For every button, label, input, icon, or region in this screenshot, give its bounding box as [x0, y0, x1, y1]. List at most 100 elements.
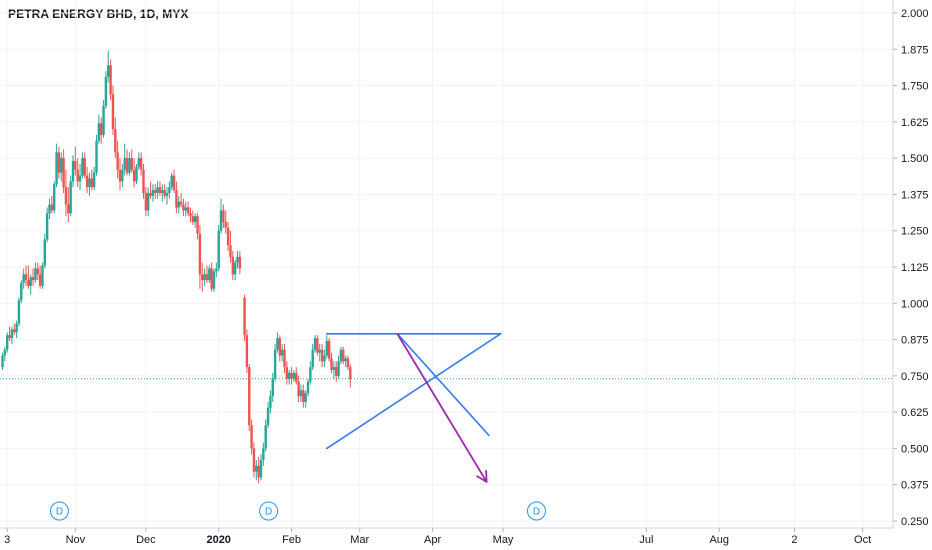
candle-14	[34, 262, 37, 283]
candle-57	[135, 163, 138, 185]
dividend-marker-label-2: D	[533, 507, 540, 518]
x-tick-label-3: 2020	[206, 534, 230, 546]
candle-2	[6, 332, 9, 353]
candle-77	[182, 198, 185, 217]
candle-70	[165, 187, 169, 205]
candle-137	[325, 335, 328, 359]
time-axis[interactable]: 3 Nov Dec 2020 Feb Mar Apr May Jul Aug 2 Oct	[4, 528, 871, 546]
candle-66	[156, 181, 159, 199]
candle-129	[306, 378, 310, 397]
candle-141	[335, 361, 338, 382]
candle-31	[74, 146, 77, 176]
candle-136	[323, 349, 326, 368]
candle-120	[285, 361, 289, 385]
x-tick-label-7: May	[493, 534, 514, 546]
candle-13	[31, 268, 35, 286]
price-axis[interactable]: 2.000 1.875 1.750 1.625 1.500 1.375 1.250 1.125…	[893, 8, 929, 528]
candle-99	[233, 259, 237, 281]
candle-73	[172, 169, 176, 193]
x-tick-label-0: 3	[4, 534, 10, 546]
candle-52	[123, 143, 126, 176]
dividend-marker-label-1: D	[265, 507, 272, 518]
dividend-marker-1: D	[259, 501, 279, 521]
candle-147	[349, 364, 352, 388]
candle-24	[57, 146, 61, 179]
x-tick-label-9: Aug	[709, 534, 729, 546]
candle-50	[118, 158, 122, 191]
candle-69	[163, 184, 166, 199]
candle-109	[259, 454, 263, 481]
candle-49	[116, 140, 119, 179]
candle-51	[121, 163, 124, 188]
candle-25	[60, 152, 63, 182]
candle-117	[278, 335, 281, 362]
candle-30	[71, 155, 75, 188]
candle-92	[217, 224, 220, 272]
candle-139	[330, 352, 333, 373]
dividend-marker-2: D	[527, 501, 546, 521]
candles	[1, 50, 352, 484]
candle-17	[41, 262, 44, 289]
candle-80	[189, 207, 192, 223]
candle-82	[194, 213, 197, 228]
candle-0	[1, 352, 4, 371]
candle-9	[22, 268, 25, 289]
candle-26	[62, 149, 65, 193]
x-tick-label-4: Feb	[282, 534, 301, 546]
candle-75	[177, 195, 180, 214]
candle-135	[320, 343, 324, 368]
candle-78	[184, 201, 187, 217]
candle-56	[132, 158, 136, 188]
candle-134	[318, 343, 321, 362]
y-tick-label-3: 1.625	[901, 117, 929, 129]
candle-100	[236, 251, 239, 269]
candle-116	[276, 332, 279, 353]
candle-76	[179, 192, 183, 208]
candle-28	[67, 187, 70, 223]
candle-146	[346, 355, 350, 371]
candle-105	[250, 419, 253, 455]
dividend-marker-0: D	[49, 501, 69, 521]
candle-124	[295, 367, 298, 385]
candle-53	[125, 149, 129, 176]
candle-91	[215, 262, 218, 278]
candle-18	[43, 233, 46, 269]
candle-144	[342, 346, 345, 365]
y-tick-label-7: 1.125	[901, 262, 929, 274]
candle-29	[69, 175, 72, 217]
x-tick-label-2: Dec	[136, 534, 156, 546]
y-tick-label-11: 0.625	[901, 407, 929, 419]
candle-64	[151, 184, 155, 202]
candle-72	[170, 172, 173, 191]
candle-36	[85, 166, 89, 193]
candle-140	[332, 361, 336, 379]
candle-145	[344, 355, 347, 368]
y-tick-label-13: 0.375	[901, 480, 929, 492]
candle-42	[100, 117, 103, 144]
candle-90	[212, 268, 216, 292]
candle-86	[203, 268, 206, 286]
y-tick-label-9: 0.875	[901, 335, 929, 347]
y-tick-label-0: 2.000	[901, 8, 929, 20]
candle-132	[313, 335, 317, 353]
candle-79	[186, 201, 190, 217]
candle-33	[78, 163, 82, 191]
candle-112	[266, 401, 270, 429]
candle-128	[304, 390, 307, 408]
bearish-arrow-line	[396, 332, 488, 483]
x-tick-label-1: Nov	[66, 534, 86, 546]
dividend-marker-label-0: D	[56, 507, 63, 518]
candle-101	[238, 251, 242, 275]
candle-121	[288, 370, 291, 385]
y-tick-label-12: 0.500	[901, 443, 929, 455]
x-tick-label-5: Mar	[350, 534, 369, 546]
candle-123	[292, 370, 296, 382]
candle-55	[130, 149, 133, 173]
candle-133	[316, 335, 319, 356]
trendline-drawings[interactable]	[325, 332, 502, 483]
candle-122	[290, 367, 293, 385]
y-tick-label-8: 1.000	[901, 298, 929, 310]
candle-27	[64, 169, 68, 217]
